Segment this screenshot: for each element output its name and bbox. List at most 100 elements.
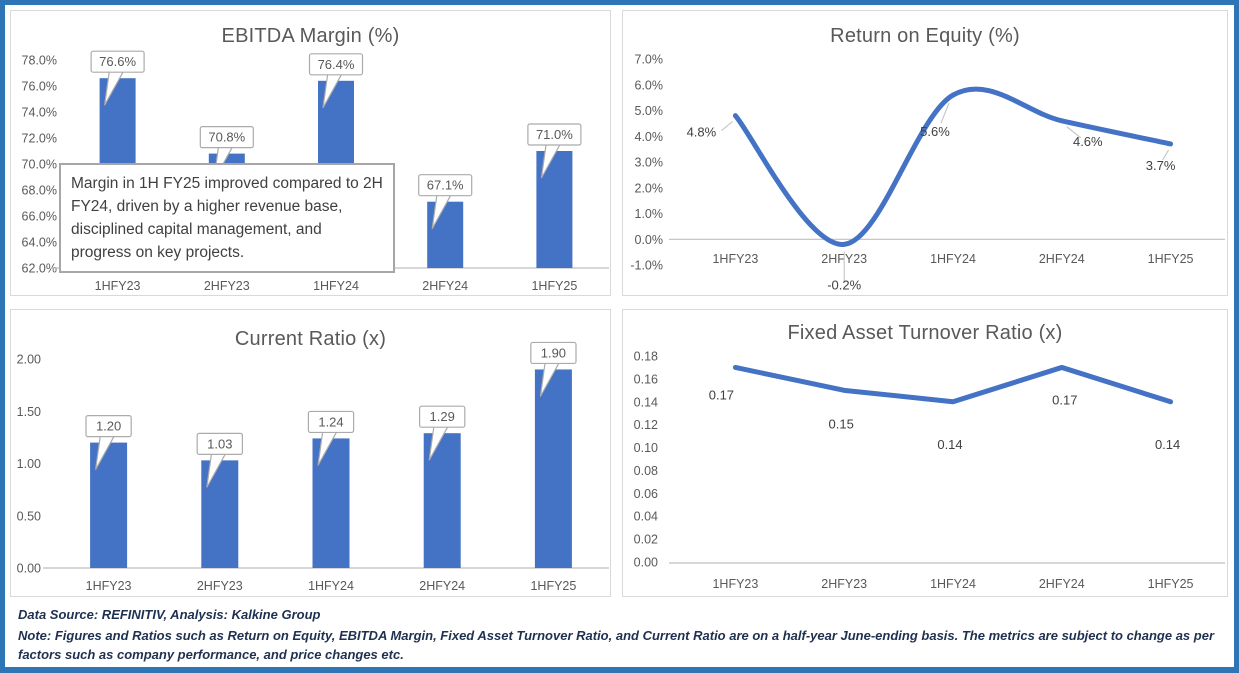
data-label: 1.20 [96, 419, 121, 434]
x-axis-category-label: 1HFY23 [95, 279, 141, 293]
y-axis-tick-label: 62.0% [22, 262, 57, 276]
data-label: 1.03 [207, 436, 232, 451]
data-label: 4.6% [1073, 134, 1103, 149]
y-axis-tick-label: 5.0% [635, 104, 664, 118]
data-label-leader-line [1162, 149, 1170, 161]
data-label-callout-box [199, 125, 254, 149]
y-axis-tick-label: 3.0% [635, 156, 664, 170]
data-label-leader-line [721, 121, 733, 132]
data-label: 0.14 [1155, 437, 1180, 452]
data-label: 1.29 [430, 409, 455, 424]
data-label: 71.0% [536, 127, 573, 142]
data-label: 76.4% [318, 57, 355, 72]
data-label-callout-box [307, 410, 355, 434]
y-axis-tick-label: 0.50 [17, 509, 41, 523]
x-axis-category-label: 1HFY25 [530, 579, 576, 593]
y-axis-tick-label: 0.14 [634, 395, 658, 409]
data-label-leader-line [1066, 126, 1082, 139]
data-label-callout-box [85, 414, 132, 438]
x-axis-category-label: 1HFY23 [86, 579, 132, 593]
data-label-callout-box [418, 174, 473, 197]
bar [201, 460, 239, 568]
y-axis-tick-label: 0.0% [635, 233, 664, 247]
y-axis-tick-label: 0.00 [634, 556, 658, 570]
y-axis-tick-label: 0.06 [634, 487, 658, 501]
data-label: 0.14 [937, 437, 962, 452]
x-axis-category-label: 1HFY23 [712, 577, 758, 591]
data-label-callout-box [530, 341, 577, 365]
chart-panel-return-on-equity: Return on Equity (%) 7.0% 6.0% 5.0% 4.0% 3.0… [622, 10, 1228, 296]
x-axis-category-label: 2HFY24 [419, 579, 465, 593]
y-axis-tick-label: 1.0% [635, 207, 664, 221]
return-on-equity-chart: 7.0% 6.0% 5.0% 4.0% 3.0% 2.0% 1.0% 0.0% -1.0% 1HF… [630, 53, 1225, 292]
footer-note: Note: Figures and Ratios such as Return … [18, 627, 1215, 663]
data-label-callout-box [196, 432, 243, 455]
y-axis-tick-label: 2.00 [17, 353, 41, 367]
y-axis-tick-label: 66.0% [22, 210, 57, 224]
data-label: 67.1% [427, 178, 464, 193]
bar [312, 438, 350, 568]
data-label: 1.90 [541, 345, 566, 360]
bar [536, 151, 573, 268]
data-label: 70.8% [208, 130, 245, 145]
data-label: 76.6% [99, 54, 136, 69]
chart-title-fixed-asset-turnover: Fixed Asset Turnover Ratio (x) [787, 322, 1063, 344]
x-axis-category-label: 2HFY23 [197, 579, 243, 593]
y-axis-tick-label: 0.18 [634, 350, 658, 364]
y-axis-tick-label: 7.0% [635, 53, 664, 67]
y-axis-tick-label: 1.00 [17, 457, 41, 471]
data-label: 1.24 [318, 414, 343, 429]
x-axis-category-label: 1HFY25 [1148, 252, 1194, 266]
chart-title-current-ratio: Current Ratio (x) [234, 328, 387, 350]
footer-data-source: Data Source: REFINITIV, Analysis: Kalkin… [18, 607, 321, 622]
y-axis-tick-label: 72.0% [22, 132, 57, 146]
bar [534, 369, 572, 568]
y-axis-tick-label: 1.50 [17, 405, 41, 419]
y-axis-tick-label: 70.0% [22, 158, 57, 172]
y-axis-tick-label: 0.00 [17, 562, 41, 576]
y-axis-tick-label: 0.12 [634, 418, 658, 432]
data-label: -0.2% [827, 277, 861, 292]
data-label-leader-line [940, 102, 950, 124]
y-axis-tick-label: 74.0% [22, 106, 57, 120]
x-axis-category-label: 1HFY24 [308, 579, 354, 593]
y-axis-tick-label: 0.16 [634, 372, 658, 386]
x-axis-category-label: 1HFY24 [930, 577, 976, 591]
bar [423, 433, 461, 568]
bar [90, 442, 128, 568]
y-axis-tick-label: 76.0% [22, 80, 57, 94]
y-axis-tick-label: 4.0% [635, 130, 664, 144]
series-line [732, 86, 1174, 247]
data-label: 4.8% [687, 125, 717, 140]
fixed-asset-turnover-chart: 0.18 0.16 0.14 0.12 0.10 0.08 0.06 0.04 0.02 0.00… [634, 350, 1225, 591]
chart-title-ebitda-margin: EBITDA Margin (%) [221, 25, 400, 47]
x-axis-category-label: 2HFY24 [1039, 577, 1085, 591]
data-label-callout-box [527, 123, 582, 146]
y-axis-tick-label: 2.0% [635, 181, 664, 195]
x-axis-category-label: 1HFY23 [712, 252, 758, 266]
current-ratio-chart: 2.00 1.50 1.00 0.50 0.00 1HFY23 2HFY23 1HFY24 2H… [17, 341, 609, 593]
x-axis-category-label: 1HFY25 [1148, 577, 1194, 591]
y-axis-tick-label: -1.0% [630, 259, 663, 273]
data-label: 0.15 [829, 416, 854, 431]
data-label-callout-box [308, 53, 364, 76]
chart-panel-ebitda-margin: EBITDA Margin (%) 78.0% 76.0% 74.0% 72.0% 70… [10, 10, 611, 296]
y-axis-tick-label: 0.02 [634, 533, 658, 547]
y-axis-tick-label: 68.0% [22, 184, 57, 198]
y-axis-tick-label: 64.0% [22, 236, 57, 250]
footer: Data Source: REFINITIV, Analysis: Kalkin… [18, 605, 1222, 665]
x-axis-category-label: 2HFY24 [1039, 252, 1085, 266]
data-label-callout-box [419, 405, 466, 428]
data-label: 3.7% [1146, 158, 1176, 173]
bar [427, 201, 464, 268]
chart-panel-current-ratio: Current Ratio (x) 2.00 1.50 1.00 0.50 0.00 1H… [10, 309, 611, 597]
x-axis-category-label: 2HFY23 [204, 279, 250, 293]
data-label: 0.17 [1052, 392, 1077, 407]
x-axis-category-label: 1HFY24 [313, 279, 359, 293]
data-label: 5.6% [920, 124, 950, 139]
y-axis-tick-label: 78.0% [22, 54, 57, 68]
data-label: 0.17 [709, 387, 734, 402]
x-axis-category-label: 2HFY24 [422, 279, 468, 293]
chart-title-return-on-equity: Return on Equity (%) [830, 25, 1020, 47]
